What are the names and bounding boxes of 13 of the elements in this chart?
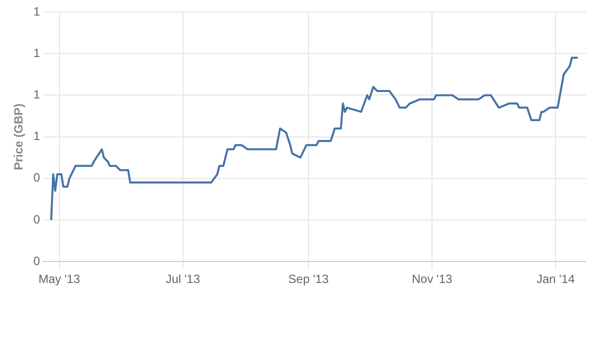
y-tick-label: 0 (33, 254, 40, 268)
y-tick-label: 1 (33, 4, 40, 18)
y-tick-label: 0 (33, 212, 40, 226)
x-tick-label: Sep '13 (288, 272, 329, 286)
y-tick-label: 1 (33, 46, 40, 60)
x-tick-label: Jul '13 (166, 272, 200, 286)
x-tick-label: Jan '14 (536, 272, 576, 286)
y-axis-title: Price (GBP) (12, 103, 26, 170)
x-tick-label: May '13 (38, 272, 80, 286)
x-tick-label: Nov '13 (412, 272, 453, 286)
y-tick-label: 1 (33, 88, 40, 102)
y-tick-label: 1 (33, 129, 40, 144)
y-tick-label: 0 (33, 170, 40, 185)
